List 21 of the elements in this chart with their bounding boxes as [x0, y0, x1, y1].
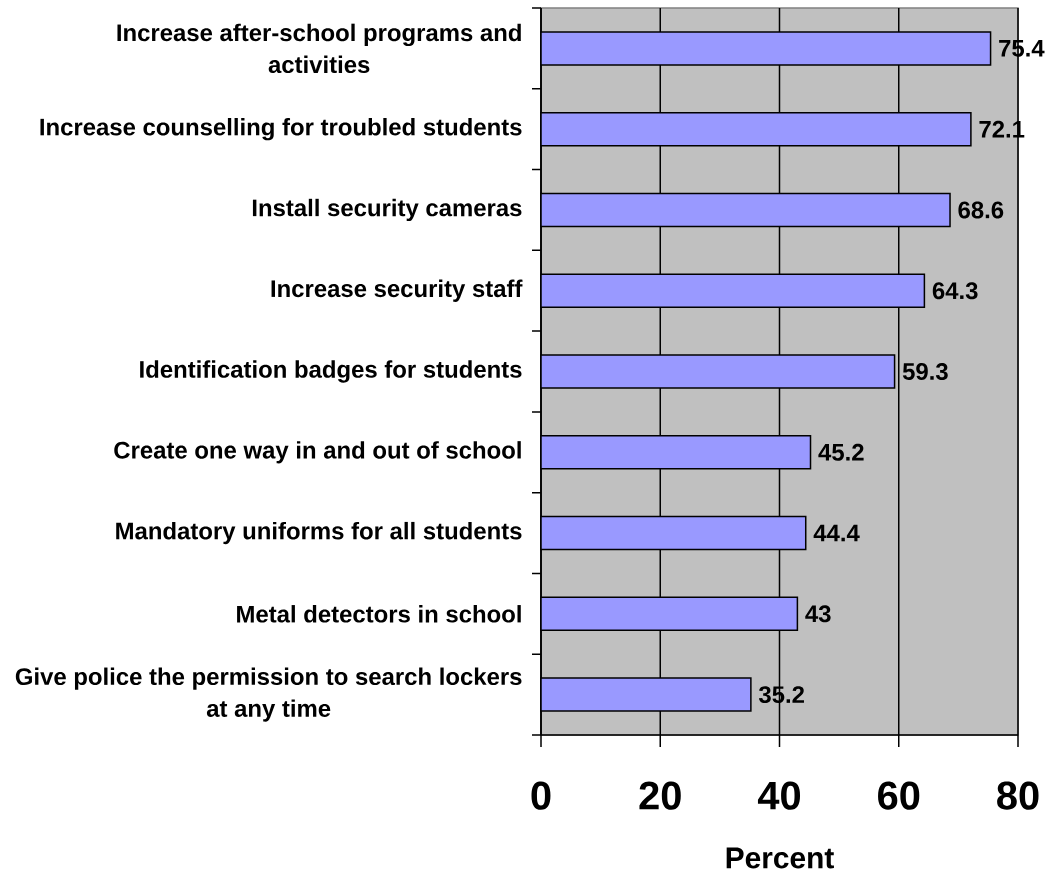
y-tick-label: Install security cameras: [252, 198, 522, 222]
y-tick-label: Give police the permission to search lockers at any time: [15, 667, 522, 722]
x-tick-label: 40: [757, 781, 801, 810]
x-tick-label: 20: [639, 781, 681, 810]
y-tick-label: Increase after-school programs and activities: [117, 23, 521, 74]
y-tick-label: Mandatory uniforms for all students: [116, 521, 522, 545]
x-axis-title: Percent: [726, 847, 834, 869]
y-tick-label: Create one way in and out of school: [114, 441, 521, 464]
x-tick-label: 80: [997, 781, 1039, 810]
y-tick-label: Metal detectors in school: [237, 605, 521, 623]
data-label: 44.4: [813, 524, 860, 542]
y-tick-label: Identification badges for students: [140, 360, 522, 383]
data-label: 68.6: [958, 201, 1004, 219]
y-tick-label: Increase security staff: [271, 279, 523, 302]
x-tick-label: 0: [531, 781, 551, 810]
data-label: 64.3: [932, 282, 978, 300]
y-tick-label: Increase counselling for troubled students: [40, 117, 522, 141]
data-label: 45.2: [818, 443, 864, 461]
data-label: 43: [805, 605, 831, 623]
data-label: 59.3: [902, 363, 948, 380]
x-tick-label: 60: [878, 781, 920, 810]
